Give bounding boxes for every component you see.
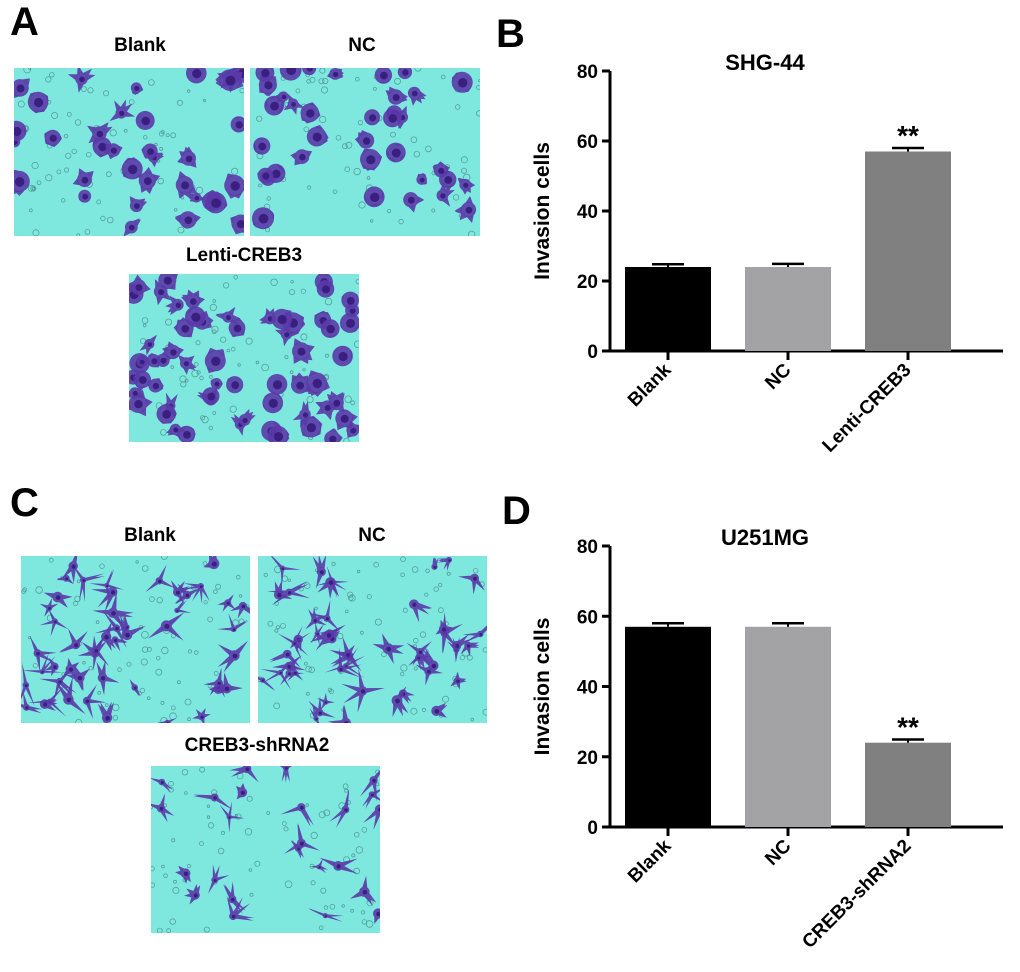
category-label-d-2: CREB3-shRNA2 <box>798 836 915 953</box>
y-tick-label-b-20: 20 <box>577 272 598 293</box>
category-label-d-0: Blank <box>624 835 676 887</box>
image-label-a-blank: Blank <box>114 35 166 56</box>
panel-letter-d: D <box>502 489 531 533</box>
bar-d-2 <box>865 742 951 827</box>
y-tick-label-d-80: 80 <box>577 537 598 558</box>
category-label-b-0: Blank <box>624 359 676 411</box>
micrograph-c-nc <box>258 556 487 723</box>
y-tick-label-b-80: 80 <box>577 62 598 83</box>
category-label-d-1: NC <box>761 835 795 869</box>
category-label-b-1: NC <box>761 359 795 393</box>
panel-letter-c: C <box>10 481 39 525</box>
y-tick-label-d-60: 60 <box>577 607 598 628</box>
image-label-c-blank: Blank <box>124 525 176 546</box>
y-axis-label-d: Invasion cells <box>531 618 554 756</box>
y-tick-label-d-0: 0 <box>587 818 598 839</box>
bar-d-0 <box>625 626 711 827</box>
image-label-c-nc: NC <box>358 525 386 546</box>
y-tick-label-d-20: 20 <box>577 748 598 769</box>
y-tick-label-b-60: 60 <box>577 132 598 153</box>
image-label-a-lenti: Lenti-CREB3 <box>185 245 303 266</box>
significance-b-2: ** <box>897 120 919 151</box>
panel-letter-a: A <box>10 0 39 44</box>
y-axis-label-b: Invasion cells <box>531 142 554 280</box>
image-label-a-nc: NC <box>348 35 376 56</box>
significance-d-2: ** <box>897 712 919 743</box>
bar-d-1 <box>745 626 831 827</box>
y-tick-label-b-40: 40 <box>577 202 598 223</box>
panel-letter-b: B <box>496 12 525 56</box>
y-tick-label-d-40: 40 <box>577 678 598 699</box>
micrograph-a-nc <box>250 68 480 236</box>
chart-title-b: SHG-44 <box>725 50 805 75</box>
chart-title-d: U251MG <box>721 525 809 550</box>
bar-b-0 <box>625 267 711 351</box>
micrograph-c-blank <box>21 556 250 723</box>
micrograph-a-lenti-creb3 <box>129 274 359 442</box>
category-label-b-2: Lenti-CREB3 <box>819 360 916 457</box>
bar-b-1 <box>745 267 831 351</box>
bar-b-2 <box>865 151 951 351</box>
micrograph-c-creb3-shrna2 <box>151 766 380 933</box>
y-tick-label-b-0: 0 <box>587 342 598 363</box>
image-label-c-shrna: CREB3-shRNA2 <box>184 735 330 756</box>
micrograph-a-blank <box>14 68 244 236</box>
